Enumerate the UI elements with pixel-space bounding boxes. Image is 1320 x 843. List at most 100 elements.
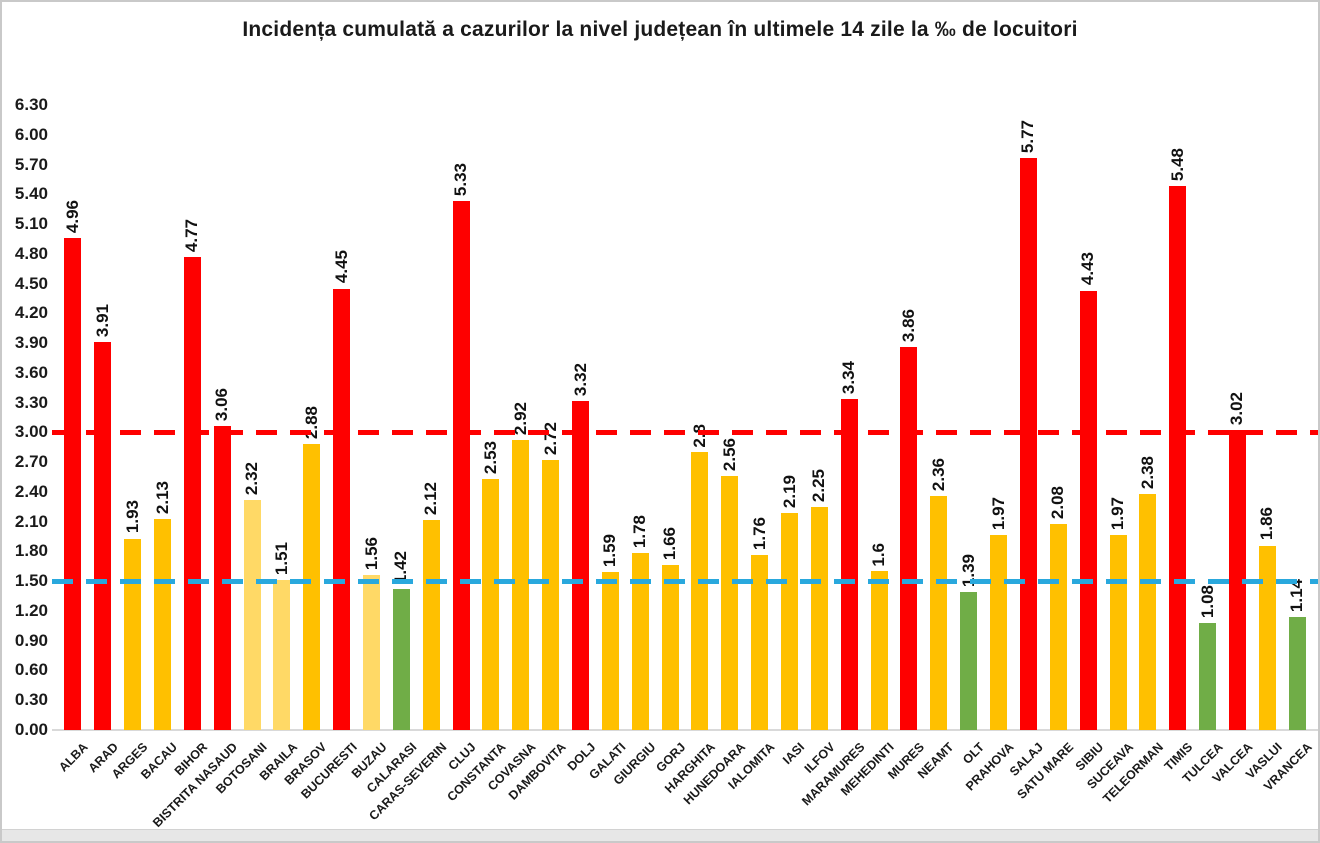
category-label-alba: ALBA <box>56 740 91 775</box>
bar-slot-teleorman: 2.38 TELEORMAN <box>1100 105 1166 806</box>
value-label-valcea: 3.02 <box>1227 392 1247 426</box>
y-tick-label: 0.90 <box>14 630 48 650</box>
value-label-teleorman: 2.38 <box>1137 455 1157 489</box>
bar-slot-ilfov: 2.25 ILFOV <box>801 105 837 776</box>
y-tick-label: 0.60 <box>14 660 48 680</box>
bar-buzau <box>363 575 381 730</box>
bar-ilfov <box>810 506 828 730</box>
bar-slot-constanta: 2.53 CONSTANTA <box>445 105 509 804</box>
bar-hunedoara <box>721 476 739 730</box>
bar-slot-satu-mare: 2.08 SATU MARE <box>1014 105 1076 802</box>
bar-covasna <box>512 440 530 730</box>
value-label-arad: 3.91 <box>92 304 112 338</box>
bar-slot-calarasi: 1.42 CALARASI <box>364 105 420 796</box>
bar-mehedinti <box>870 571 888 730</box>
bar-botosani <box>243 499 261 730</box>
bar-harghita <box>691 452 709 730</box>
bar-slot-neamt: 2.36 NEAMT <box>915 105 956 782</box>
value-label-buzau: 1.56 <box>361 537 381 571</box>
bar-dolj <box>572 400 590 730</box>
y-tick-label: 4.50 <box>14 273 48 293</box>
y-tick-label: 6.30 <box>14 95 48 114</box>
y-tick-label: 3.90 <box>14 333 48 353</box>
bar-suceava <box>1109 534 1127 730</box>
bar-slot-dolj: 3.32 DOLJ <box>565 105 598 774</box>
bar-slot-prahova: 1.97 PRAHOVA <box>963 105 1016 794</box>
bar-cluj <box>452 201 470 730</box>
bar-timis <box>1169 186 1187 730</box>
y-tick-label: 3.30 <box>14 392 48 412</box>
bar-slot-covasna: 2.92 COVASNA <box>485 105 538 793</box>
bar-satu-mare <box>1049 523 1067 730</box>
bar-arges <box>124 538 142 730</box>
bar-bistrita-nasaud <box>213 426 231 730</box>
bar-prahova <box>990 534 1008 730</box>
bar-slot-bacau: 2.13 BACAU <box>139 105 181 782</box>
bar-slot-vaslui: 1.86 VASLUI <box>1244 105 1286 781</box>
bar-bacau <box>154 518 171 730</box>
y-tick-label: 5.70 <box>14 154 48 174</box>
y-axis: 6.30 6.00 5.70 5.40 5.10 4.80 4.50 4.20 3.90 3.60… <box>2 2 52 841</box>
bar-bihor <box>183 256 201 730</box>
bar-tulcea <box>1199 622 1217 730</box>
y-tick-label: 6.00 <box>14 124 48 144</box>
x-axis-baseline <box>52 729 1318 731</box>
value-label-bistrita-nasaud: 3.06 <box>212 388 232 422</box>
bar-teleorman <box>1139 493 1157 730</box>
bar-slot-buzau: 1.56 BUZAU <box>349 105 390 781</box>
bar-slot-bucuresti: 4.45 BUCURESTI <box>298 105 359 801</box>
bar-slot-tulcea: 1.08 TULCEA <box>1180 105 1226 786</box>
bar-bucuresti <box>333 288 351 730</box>
chart-title: Incidența cumulată a cazurilor la nivel … <box>242 18 1078 41</box>
bar-neamt <box>930 495 948 730</box>
bar-slot-iasi: 2.19 IASI <box>775 105 808 767</box>
bar-sibiu <box>1079 290 1097 730</box>
plot-area: 4.96 ALBA 3.91 ARAD 1.93 ARGES 2.13 BACAU 4.77 BI… <box>52 105 1318 830</box>
y-tick-label: 2.10 <box>14 511 48 531</box>
bar-slot-galati: 1.59 GALATI <box>586 105 628 782</box>
value-label-iasi: 2.19 <box>779 474 799 508</box>
value-label-harghita: 2.8 <box>689 423 709 448</box>
y-tick-label: 1.50 <box>14 571 48 591</box>
value-label-vaslui: 1.86 <box>1257 507 1277 541</box>
y-tick-label: 3.00 <box>14 422 48 442</box>
y-tick-label: 1.20 <box>14 600 48 620</box>
bar-slot-hunedoara: 2.56 HUNEDOARA <box>680 105 747 807</box>
bar-slot-valcea: 3.02 VALCEA <box>1210 105 1256 785</box>
value-label-giurgiu: 1.78 <box>630 515 650 549</box>
bar-ialomita <box>751 555 769 730</box>
bar-slot-braila: 1.51 BRAILA <box>257 105 300 783</box>
value-label-dolj: 3.32 <box>570 362 590 396</box>
bar-vrancea <box>1288 616 1306 730</box>
bar-slot-olt: 1.39 OLT <box>954 105 987 767</box>
value-label-botosani: 2.32 <box>242 461 262 495</box>
value-label-bacau: 2.13 <box>152 480 172 514</box>
bar-alba <box>64 237 82 730</box>
value-label-vrancea: 1.14 <box>1287 578 1307 612</box>
bar-mures <box>900 347 918 730</box>
bar-slot-timis: 5.48 TIMIS <box>1162 105 1195 773</box>
red-threshold-line <box>52 429 1318 435</box>
y-tick-label: 1.80 <box>14 541 48 561</box>
bar-caras-severin <box>422 519 440 730</box>
bar-slot-mures: 3.86 MURES <box>885 105 927 782</box>
bar-slot-gorj: 1.66 GORJ <box>653 105 688 775</box>
y-tick-label: 0.00 <box>14 720 48 739</box>
value-label-bucuresti: 4.45 <box>331 250 351 284</box>
bar-slot-botosani: 2.32 BOTOSANI <box>214 105 270 797</box>
bar-slot-arges: 1.93 ARGES <box>109 105 150 781</box>
bar-brasov <box>303 444 321 730</box>
value-label-constanta: 2.53 <box>480 440 500 474</box>
y-tick-label: 2.70 <box>14 452 48 472</box>
bar-slot-brasov: 2.88 BRASOV <box>282 105 330 787</box>
bar-slot-alba: 4.96 ALBA <box>56 105 90 775</box>
value-label-sibiu: 4.43 <box>1078 252 1098 286</box>
y-tick-label: 5.40 <box>14 184 48 204</box>
bar-braila <box>273 580 291 730</box>
bar-slot-harghita: 2.8 HARGHITA <box>662 105 718 796</box>
value-label-arges: 1.93 <box>122 500 142 534</box>
value-label-galati: 1.59 <box>600 534 620 568</box>
value-label-timis: 5.48 <box>1167 148 1187 182</box>
value-label-caras-severin: 2.12 <box>421 481 441 515</box>
